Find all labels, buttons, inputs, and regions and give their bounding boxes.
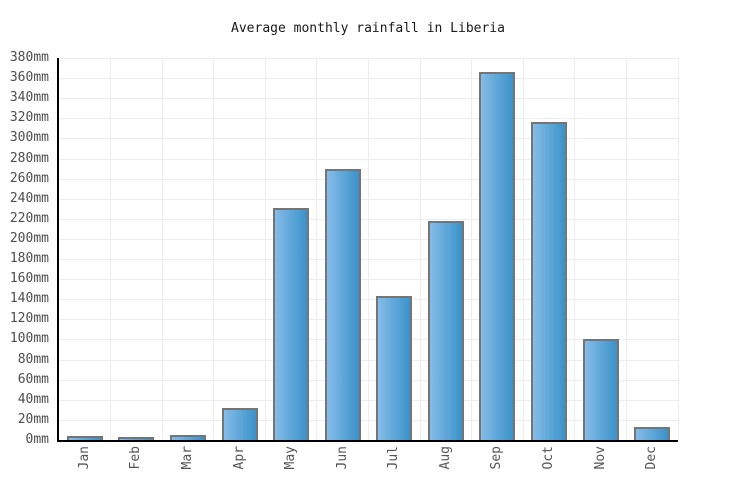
y-tick-label: 360mm bbox=[9, 70, 49, 86]
v-gridline bbox=[368, 58, 369, 440]
x-tick-label: Dec bbox=[644, 446, 660, 470]
x-tick-label: Jul bbox=[386, 446, 402, 470]
y-tick-label: 60mm bbox=[17, 371, 49, 387]
chart-title: Average monthly rainfall in Liberia bbox=[231, 21, 505, 36]
v-gridline bbox=[471, 58, 473, 440]
y-tick-label: 380mm bbox=[9, 50, 49, 65]
bar-jan bbox=[66, 436, 103, 440]
y-tick-label: 140mm bbox=[9, 291, 49, 307]
v-gridline bbox=[625, 58, 627, 440]
y-tick-label: 220mm bbox=[9, 210, 49, 226]
y-tick-label: 20mm bbox=[17, 411, 49, 427]
v-gridline bbox=[419, 58, 421, 440]
y-tick-label: 0mm bbox=[25, 432, 49, 447]
v-gridline bbox=[264, 58, 266, 440]
y-tick-label: 200mm bbox=[9, 230, 49, 246]
x-tick-label: Aug bbox=[437, 446, 453, 470]
y-tick-label: 80mm bbox=[17, 351, 49, 367]
bar-feb bbox=[118, 437, 155, 440]
y-tick-label: 40mm bbox=[17, 391, 49, 407]
y-tick-label: 120mm bbox=[9, 311, 49, 327]
v-gridline bbox=[522, 58, 524, 440]
y-tick-label: 180mm bbox=[9, 251, 49, 267]
y-tick-label: 300mm bbox=[9, 130, 49, 146]
bar-jun bbox=[324, 169, 361, 440]
v-gridline bbox=[110, 58, 112, 440]
y-tick-label: 100mm bbox=[9, 331, 49, 347]
x-tick-label: Jun bbox=[334, 446, 350, 470]
bar-oct bbox=[531, 122, 568, 440]
bar-dec bbox=[634, 427, 671, 440]
bar-apr bbox=[221, 408, 258, 440]
bar-sep bbox=[479, 72, 516, 440]
v-gridline bbox=[677, 58, 679, 440]
bar-may bbox=[273, 208, 310, 440]
x-tick-label: Feb bbox=[128, 446, 144, 470]
y-tick-label: 260mm bbox=[9, 170, 49, 186]
y-tick-label: 280mm bbox=[9, 150, 49, 166]
bar-mar bbox=[169, 435, 206, 440]
bar-jul bbox=[376, 296, 413, 440]
y-tick-label: 240mm bbox=[9, 190, 49, 206]
x-tick-label: May bbox=[283, 446, 299, 470]
x-tick-label: Oct bbox=[541, 446, 557, 470]
x-tick-label: Mar bbox=[179, 446, 195, 470]
x-tick-label: Nov bbox=[592, 446, 608, 470]
bar-aug bbox=[427, 221, 464, 440]
y-tick-label: 160mm bbox=[9, 271, 49, 287]
v-gridline bbox=[161, 58, 163, 440]
y-tick-label: 340mm bbox=[9, 90, 49, 106]
x-tick-label: Sep bbox=[489, 446, 505, 470]
x-tick-label: Apr bbox=[231, 446, 247, 470]
v-gridline bbox=[213, 58, 215, 440]
bar-nov bbox=[582, 339, 619, 440]
x-tick-label: Jan bbox=[76, 446, 92, 470]
y-tick-label: 320mm bbox=[9, 110, 49, 126]
v-gridline bbox=[316, 58, 318, 440]
v-gridline bbox=[574, 58, 576, 440]
plot-area bbox=[57, 58, 679, 442]
